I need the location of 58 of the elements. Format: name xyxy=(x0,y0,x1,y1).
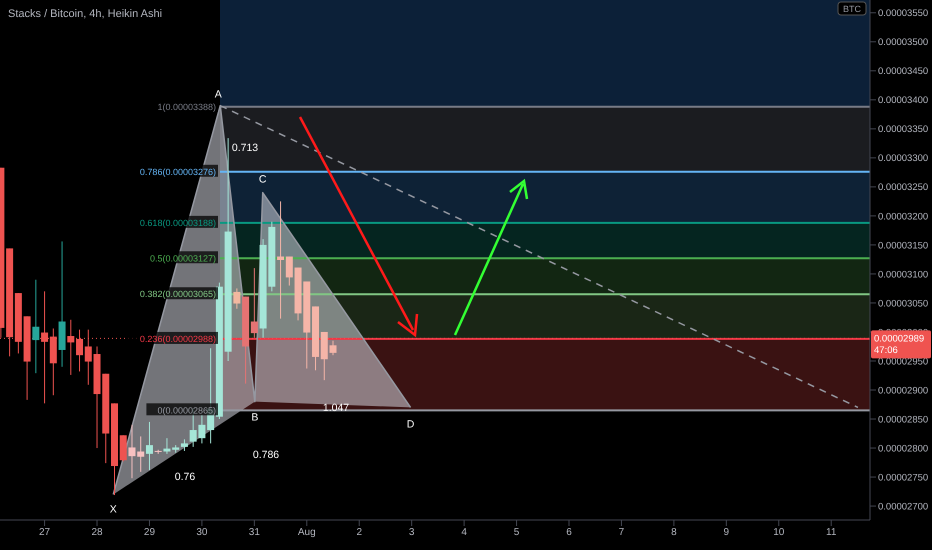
y-tick-label: 0.00002800 xyxy=(878,443,928,454)
ref-line-label: 0(0.00002865) xyxy=(157,405,216,416)
x-tick-label: 7 xyxy=(618,527,625,538)
y-tick-label: 0.00003450 xyxy=(878,66,928,78)
text: Stacks / Bitcoin, 4h, Heikin Ashi xyxy=(8,8,162,20)
y-tick-label: 0.00003050 xyxy=(878,298,928,310)
ref-line-label: 0.236(0.00002988) xyxy=(140,334,216,344)
annotation: 0.786 xyxy=(252,449,280,461)
x-tick-label: 5 xyxy=(514,527,520,538)
annotation: C xyxy=(258,174,267,186)
x-tick-label: 28 xyxy=(91,527,104,538)
x-tick-label: 11 xyxy=(826,527,837,538)
candlestick xyxy=(146,421,153,471)
x-tick-label: 4 xyxy=(461,527,468,538)
annotation: BTC xyxy=(843,4,862,14)
x-tick-label: 30 xyxy=(196,527,208,538)
y-tick-label: 0.00003500 xyxy=(878,37,928,48)
y-tick-label: 0.00003250 xyxy=(878,182,928,194)
ref-line-label: 0.382(0.00003065) xyxy=(140,289,216,300)
annotation: B xyxy=(251,412,258,424)
y-tick-label: 0.00003100 xyxy=(878,269,928,280)
x-tick-label: 3 xyxy=(408,527,415,538)
x-tick-label: 10 xyxy=(773,527,785,538)
candlestick xyxy=(233,288,240,310)
x-tick-label: 29 xyxy=(144,527,156,538)
ref-line-label: 1(0.00003388) xyxy=(157,102,216,112)
x-tick-label: 6 xyxy=(566,527,572,538)
y-tick-label: 0.00003400 xyxy=(878,95,928,106)
y-tick-label: 0.00003150 xyxy=(878,240,928,252)
x-tick-label: Aug xyxy=(298,527,316,538)
annotation: A xyxy=(214,88,222,101)
y-tick-label: 0.00003200 xyxy=(878,211,928,222)
candlestick xyxy=(277,200,284,320)
y-tick-label: 0.00002700 xyxy=(878,501,928,512)
x-tick-label: 31 xyxy=(248,527,260,538)
annotation: 0.713 xyxy=(232,142,258,154)
annotation: D xyxy=(406,418,415,430)
x-tick-label: 27 xyxy=(39,527,51,538)
candlestick xyxy=(250,268,258,338)
text: 47:06 xyxy=(874,345,898,356)
y-tick-label: 0.00003300 xyxy=(878,153,928,164)
y-tick-label: 0.00002750 xyxy=(878,472,928,484)
candlestick xyxy=(32,279,40,374)
y-tick-label: 0.00003350 xyxy=(878,124,928,136)
ref-line-label: 0.786(0.00003276) xyxy=(140,166,216,177)
x-tick-label: 8 xyxy=(671,527,678,538)
y-tick-label: 0.00002900 xyxy=(878,385,928,396)
candlestick xyxy=(180,438,188,452)
y-tick-label: 0.00002850 xyxy=(878,414,928,426)
annotation: 0.76 xyxy=(174,471,196,483)
y-tick-label: 0.00002950 xyxy=(878,356,928,368)
ref-line-label: 0.00002989 xyxy=(874,333,924,344)
x-tick-label: 9 xyxy=(724,527,730,538)
ref-line-label: 0.618(0.00003188) xyxy=(140,218,216,228)
ref-line-label: 0.5(0.00003127) xyxy=(150,253,216,264)
y-tick-label: 0.00003550 xyxy=(878,8,928,20)
annotation: X xyxy=(110,503,117,516)
x-tick-label: 2 xyxy=(356,527,362,538)
